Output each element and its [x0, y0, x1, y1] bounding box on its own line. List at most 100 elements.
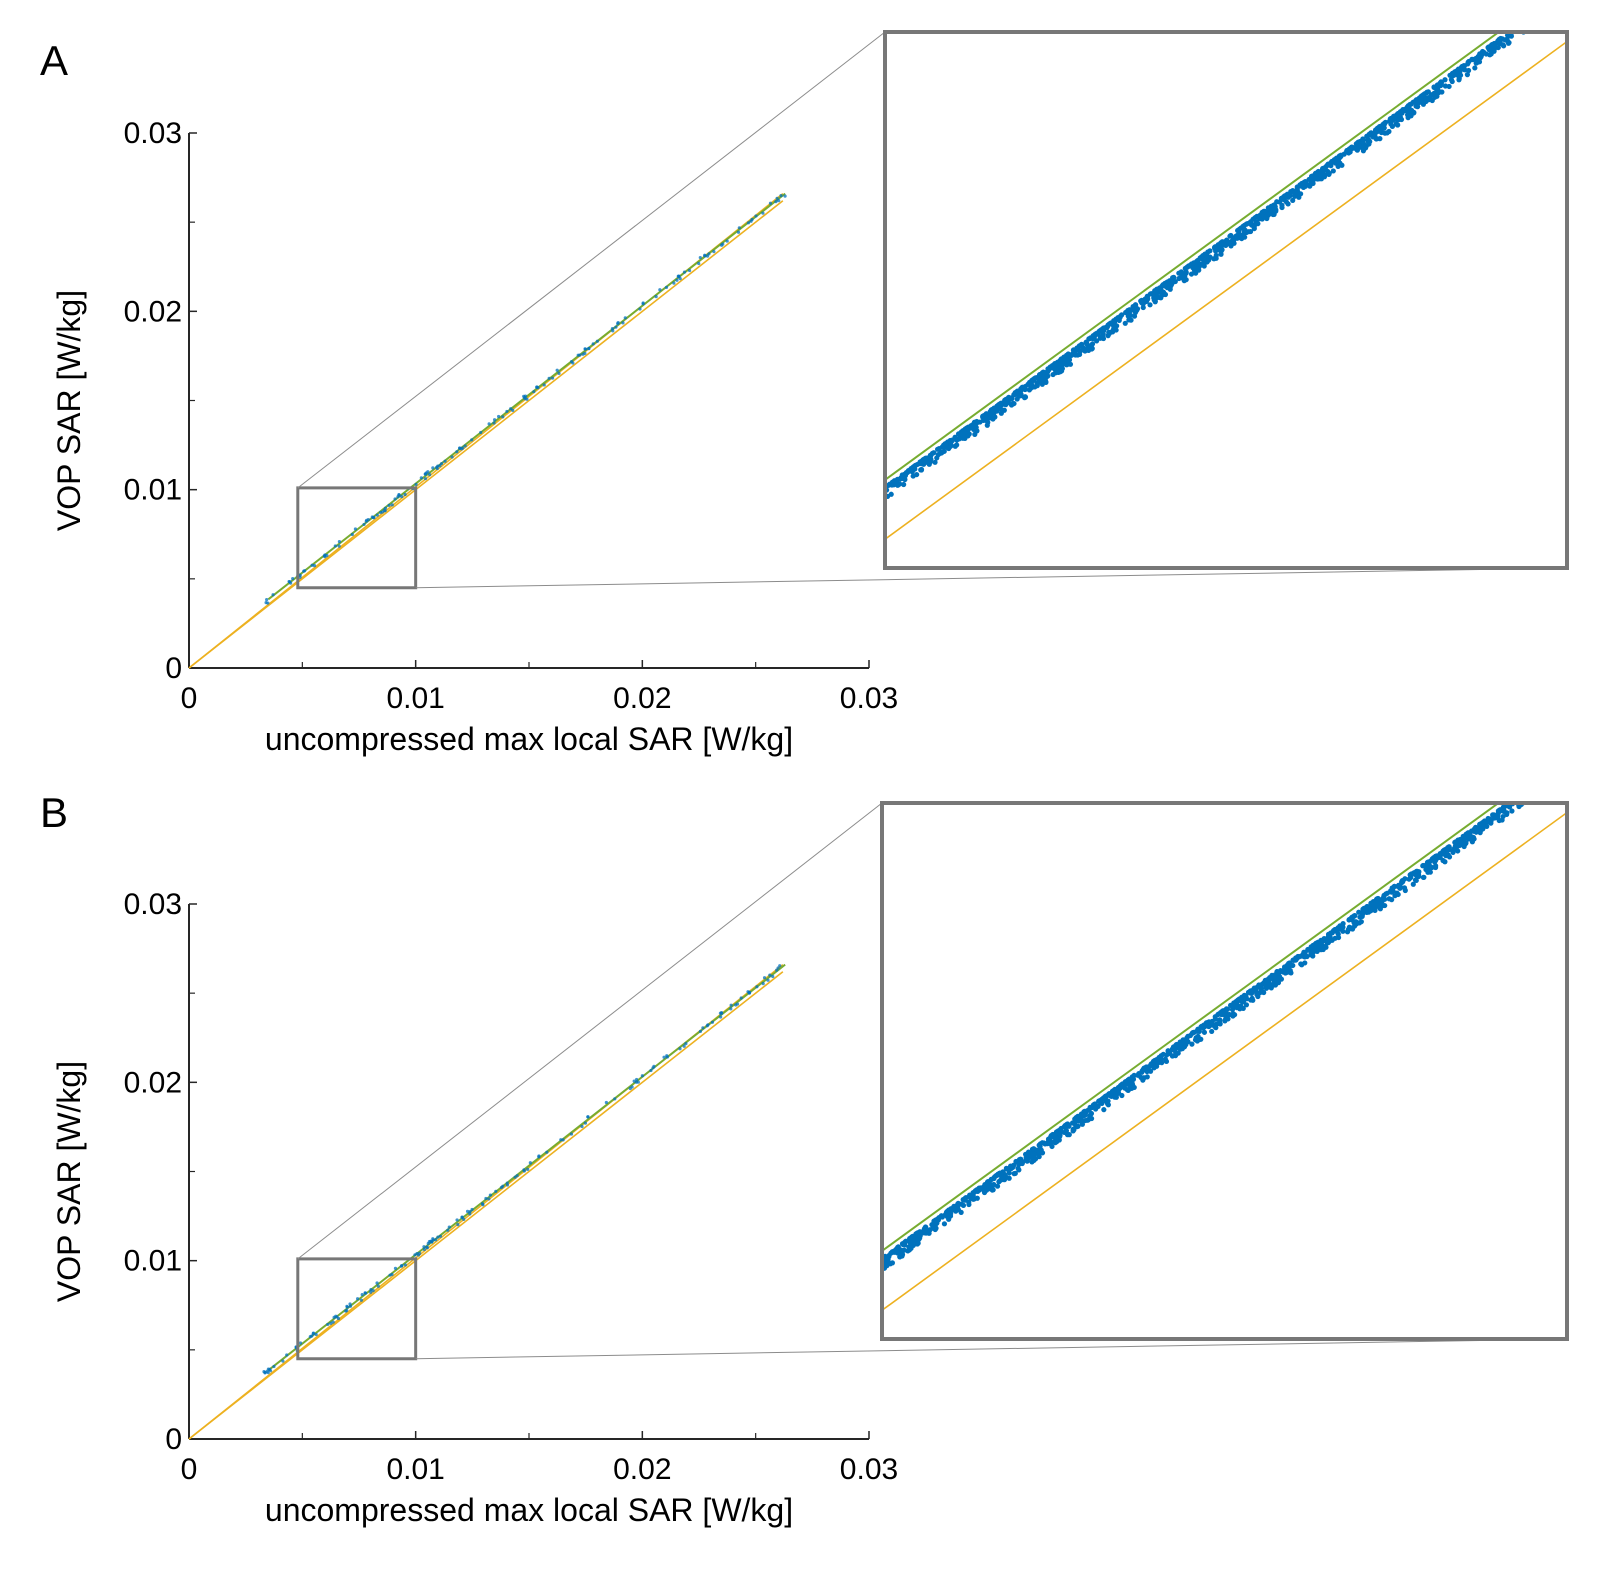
inset-scatter-point: [1081, 1112, 1087, 1119]
scatter-point: [611, 329, 615, 333]
inset-scatter-point: [1578, 756, 1583, 761]
inset-scatter-point: [1531, 13, 1536, 18]
inset-scatter-point: [1572, 759, 1577, 764]
scatter-point: [707, 252, 711, 256]
inset-scatter-point: [1314, 171, 1320, 178]
scatter-point: [484, 1196, 488, 1201]
scatter-point: [762, 976, 767, 980]
inset-scatter-point: [1521, 795, 1526, 800]
inset-scatter-point: [1473, 60, 1479, 66]
inset-scatter-point: [873, 1269, 878, 1274]
inset-scatter-point: [1576, 755, 1581, 760]
inset-scatter-point: [1524, 18, 1529, 23]
inset-scatter-point: [1239, 994, 1245, 1000]
inset-identity-line: [885, 40, 1567, 540]
scatter-point: [569, 360, 574, 364]
inset-scatter-point: [1126, 317, 1132, 323]
y-tick-label: 0.03: [124, 117, 182, 150]
inset-scatter-point: [934, 455, 940, 461]
inset-scatter-point: [930, 1225, 936, 1231]
inset-scatter-point: [1532, 12, 1537, 17]
inset-scatter-point: [1580, 754, 1585, 759]
scatter-point: [455, 450, 459, 454]
inset-scatter-point: [1279, 202, 1285, 208]
scatter-point: [423, 477, 428, 481]
inset-scatter-point: [1578, 754, 1583, 759]
inset-scatter-point: [928, 453, 934, 459]
inset-scatter-point: [1304, 953, 1310, 960]
scatter-point: [468, 1209, 472, 1214]
inset-scatter-point: [1273, 208, 1279, 214]
inset-scatter-point: [1590, 741, 1595, 746]
inset-scatter-point: [870, 1264, 875, 1269]
inset-scatter-point: [1535, 20, 1540, 25]
inset-scatter-point: [1244, 996, 1250, 1002]
scatter-point: [768, 973, 772, 977]
inset-scatter-point: [1548, 770, 1553, 775]
inset-scatter-point: [1541, 4, 1546, 9]
inset-scatter-point: [1534, 789, 1539, 794]
inset-scatter-point: [1335, 925, 1341, 931]
inset-scatter-point: [1024, 1158, 1030, 1164]
inset-scatter-point: [1193, 270, 1199, 276]
inset-scatter-point: [1003, 398, 1009, 404]
inset-scatter-point: [1042, 1141, 1048, 1147]
scatter-point: [371, 1289, 375, 1293]
scatter-point: [779, 193, 783, 198]
inset-scatter-point: [1534, 19, 1539, 24]
inset-scatter-point: [1521, 24, 1526, 29]
inset-scatter-point: [1147, 302, 1153, 308]
inset-scatter-point: [900, 474, 906, 481]
inset-scatter-point: [874, 1260, 879, 1265]
inset-scatter-point: [1290, 957, 1296, 963]
inset-scatter-point: [1089, 341, 1096, 347]
inset-scatter-point: [1531, 12, 1536, 17]
inset-scatter-point: [884, 1255, 890, 1261]
inset-scatter-point: [869, 1268, 874, 1273]
inset-scatter-point: [1423, 98, 1429, 105]
inset-scatter-point: [1529, 23, 1534, 28]
inset-scatter-point: [1360, 139, 1366, 145]
inset-scatter-point: [1142, 1065, 1148, 1071]
inset-scatter-point: [1043, 375, 1049, 381]
inset-scatter-point: [1549, 2, 1554, 7]
scatter-point: [427, 1240, 431, 1244]
inset-scatter-point: [1240, 223, 1246, 230]
inset-scatter-point: [1517, 22, 1522, 27]
scatter-point: [264, 601, 268, 605]
inset-scatter-point: [1552, 0, 1557, 2]
scatter-point: [496, 414, 501, 419]
inset-scatter-point: [1209, 1018, 1215, 1024]
inset-scatter-point: [966, 1201, 972, 1208]
inset-scatter-point: [1542, 4, 1547, 9]
inset-scatter-point: [1560, 1, 1565, 6]
inset-scatter-point: [1517, 795, 1522, 800]
inset-scatter-point: [1268, 203, 1274, 209]
inset-scatter-point: [1497, 808, 1503, 814]
inset-scatter-point: [870, 1263, 875, 1268]
scatter-point: [525, 397, 529, 401]
scatter-point: [481, 1203, 485, 1207]
inset-scatter-point: [1517, 23, 1522, 28]
inset-scatter-point: [1590, 744, 1595, 749]
inset-scatter-point: [1572, 755, 1577, 760]
inset-scatter-point: [1039, 1150, 1046, 1156]
inset-scatter-point: [1526, 25, 1531, 30]
inset-scatter-point: [1521, 19, 1526, 24]
scatter-point: [580, 1124, 584, 1129]
scatter-point: [302, 569, 306, 573]
scatter-point: [390, 503, 394, 507]
inset-scatter-point: [1318, 937, 1324, 944]
scatter-point: [414, 482, 418, 487]
scatter-point: [430, 1240, 434, 1244]
zoom-region-box: [296, 486, 418, 590]
scatter-point: [664, 285, 669, 289]
inset-scatter-point: [918, 461, 924, 467]
inset-scatter-point: [1438, 80, 1445, 86]
inset-scatter-point: [1491, 815, 1498, 821]
inset-scatter-point: [871, 1270, 876, 1275]
inset-scatter-point: [1252, 214, 1258, 221]
scatter-point: [774, 200, 778, 204]
inset-scatter-point: [1310, 177, 1316, 183]
inset-scatter-point: [896, 1250, 903, 1256]
